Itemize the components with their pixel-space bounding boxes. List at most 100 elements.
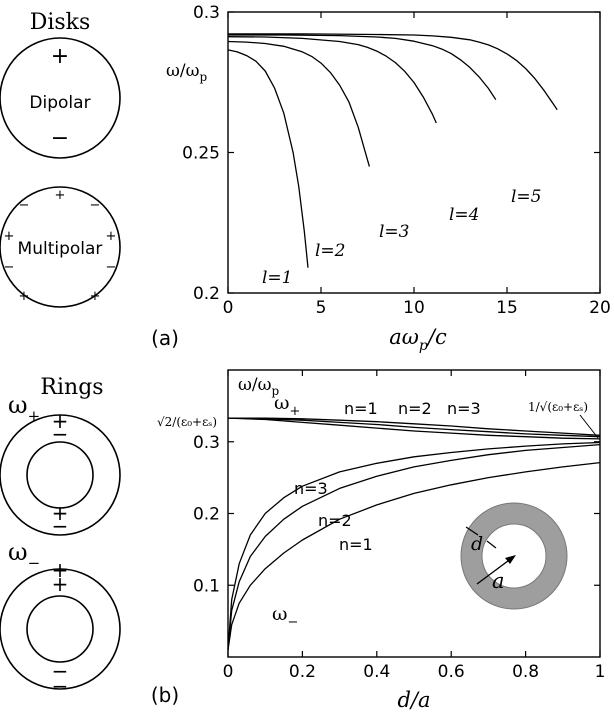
chart-a-ylabel: ω/ωp (166, 61, 207, 84)
panel-b-tag: (b) (151, 683, 179, 707)
ring-charge: + (52, 558, 69, 582)
multipolar-disk (0, 186, 121, 308)
dipolar-minus: − (51, 126, 69, 151)
chart-b-ylabel-sub: p (271, 384, 279, 398)
multipolar-charge: − (19, 198, 30, 213)
curve-label-n1-upper: n=1 (344, 399, 378, 418)
right-annotation-arrow (579, 414, 599, 439)
ring-charge: + (52, 572, 69, 596)
chart-a: 0 5 10 15 20 0.2 0.25 0.3 l=1 l=2 l=3 l=4 l=5 ω… (166, 3, 611, 354)
multipolar-charge: + (4, 229, 15, 244)
rings-schematic: Rings ω+ + − + − ω− + + − − (b) (0, 375, 179, 707)
ring-charge: + (52, 501, 69, 525)
chart-b-xtick-label: 0 (223, 662, 234, 682)
chart-a-series-l3 (227, 36, 437, 124)
chart-a-xtick-label: 10 (403, 298, 425, 318)
chart-b-xtick-label: 0.2 (289, 662, 316, 682)
chart-a-ticks: 0 5 10 15 20 0.2 0.25 0.3 (182, 3, 611, 318)
dipolar-label: Dipolar (29, 93, 90, 113)
chart-b-series-plus-n3 (228, 417, 601, 436)
ring-outer-plus (0, 414, 121, 536)
rings-title: Rings (40, 375, 103, 400)
multipolar-charges: + − + − + − + − + − (4, 188, 117, 315)
ring-charge: − (52, 514, 69, 538)
inset-label-d: d (471, 533, 483, 555)
omega-plus-label-sub: + (290, 404, 301, 419)
chart-b-ticks: 0 0.2 0.4 0.6 0.8 1 0.1 0.2 0.3 (193, 370, 605, 682)
chart-b-series-plus-n1 (227, 417, 601, 440)
ring-charge: − (52, 422, 69, 446)
chart-a-xtick-label: 20 (589, 298, 611, 318)
chart-b-ytick-label: 0.2 (193, 505, 220, 525)
ring-minus-charges: + + − − (52, 558, 69, 698)
chart-b-omega-plus-label: ω+ (274, 392, 300, 419)
chart-a-series-l1 (227, 49, 309, 268)
panel-a-tag: (a) (151, 326, 179, 350)
omega-minus-label-sub: − (288, 615, 299, 630)
chart-a-ytick-label: 0.2 (193, 284, 220, 304)
chart-b-xtick-label: 1 (595, 662, 606, 682)
chart-b-xtick-label: 0.6 (438, 662, 465, 682)
multipolar-charge: + (19, 289, 30, 304)
disks-title: Disks (30, 10, 91, 35)
ring-charge: − (52, 659, 69, 683)
curve-label-n2-lower: n=2 (318, 511, 352, 530)
inset-label-a: a (492, 569, 505, 593)
inset-ring: d a (460, 502, 568, 610)
chart-a-xlabel-tail: /c (426, 325, 447, 349)
multipolar-charge: − (90, 198, 101, 213)
chart-b-curve-labels: n=1 n=2 n=3 n=3 n=2 n=1 (294, 399, 481, 554)
chart-a-ytick-label: 0.25 (182, 144, 220, 164)
inset-arrow-a-head (505, 555, 516, 564)
chart-a-ytick-label: 0.3 (193, 3, 220, 23)
multipolar-charge: + (55, 188, 66, 203)
curve-label-l5: l=5 (511, 187, 542, 207)
ring-charge: + (52, 409, 69, 433)
omega-plus-subscript: + (28, 407, 41, 425)
chart-b-ytick-label: 0.1 (193, 576, 220, 596)
inset-arrow-a (476, 557, 513, 585)
disks-schematic: Disks + Dipolar − Multipolar + − + − + −… (0, 10, 179, 350)
curve-label-l2: l=2 (315, 241, 346, 261)
chart-a-series-l2 (227, 40, 371, 167)
ring-inner-plus (26, 441, 94, 509)
inset-arrow-d-inner (486, 540, 497, 549)
chart-b-right-annotation: 1/√(ε₀+εₛ) (528, 400, 588, 414)
omega-plus-symbol: ω+ (8, 391, 40, 425)
chart-a-frame (227, 11, 601, 294)
multipolar-charge: − (106, 260, 117, 275)
multipolar-label: Multipolar (18, 239, 103, 259)
chart-b-omega-minus-label: ω− (272, 603, 298, 630)
chart-b-ylabel: ω/ωp (238, 375, 279, 398)
multipolar-charge: + (106, 229, 117, 244)
chart-a-series-l5 (228, 33, 558, 111)
chart-b-series-minus-n1 (227, 461, 601, 650)
chart-b-left-annotation: √2/(ε₀+εₛ) (157, 415, 217, 429)
dipolar-disk (0, 37, 121, 159)
chart-a-xlabel: aωp/c (389, 325, 447, 354)
chart-b-ytick-label: 0.3 (193, 433, 220, 453)
curve-label-l3: l=3 (379, 222, 410, 242)
chart-b-xtick-label: 0.4 (363, 662, 390, 682)
chart-a-lines (227, 33, 558, 268)
chart-b-series-plus-n2 (227, 417, 601, 438)
chart-b-series-minus-n3 (227, 441, 601, 650)
ring-charge: − (52, 674, 69, 698)
curve-label-l1: l=1 (262, 268, 293, 288)
multipolar-charge: − (4, 260, 15, 275)
multipolar-charge: + (90, 289, 101, 304)
omega-minus-subscript: − (28, 554, 41, 572)
chart-a-xtick-label: 0 (223, 298, 234, 318)
ring-outer-minus (0, 568, 121, 690)
chart-a-xtick-label: 15 (496, 298, 518, 318)
omega-minus-symbol: ω− (8, 538, 40, 572)
chart-a-series-l4 (228, 34, 497, 101)
dipolar-plus: + (51, 44, 69, 69)
chart-b-xtick-label: 0.8 (512, 662, 539, 682)
curve-label-l4: l=4 (449, 205, 480, 225)
ring-inner-minus (26, 595, 94, 663)
inset-arrow-d-outer (465, 526, 479, 536)
chart-a-xtick-label: 5 (316, 298, 327, 318)
ring-plus-charges: + − + − (52, 409, 69, 538)
